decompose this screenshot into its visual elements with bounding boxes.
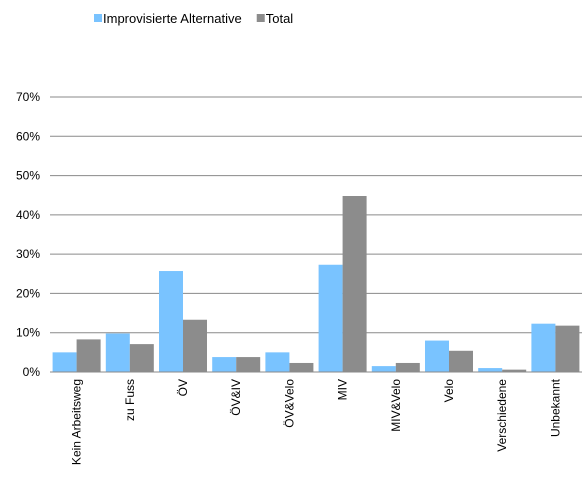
- bar-total: [449, 350, 473, 372]
- x-tick-label: zu Fuss: [123, 379, 137, 421]
- bar-improvisierte-alternative: [105, 333, 130, 372]
- x-tick-label: ÖV&IV: [229, 379, 243, 416]
- bar-total: [129, 344, 154, 372]
- bar-improvisierte-alternative: [371, 366, 396, 372]
- x-tick-label: ÖV&Velo: [282, 379, 296, 428]
- bar-total: [342, 196, 367, 372]
- x-tick-label: Kein Arbeitsweg: [70, 379, 84, 465]
- x-tick-label: ÖV: [176, 379, 190, 396]
- bar-improvisierte-alternative: [478, 368, 503, 372]
- y-tick-label: 40%: [16, 208, 40, 222]
- y-tick-label: 70%: [16, 90, 40, 104]
- bar-total: [183, 319, 207, 372]
- bar-total: [76, 339, 101, 372]
- bars: [52, 196, 580, 372]
- x-tick-label: MIV&Velo: [389, 379, 403, 432]
- y-tick-label: 10%: [16, 326, 40, 340]
- x-tick-label: Velo: [442, 379, 456, 403]
- y-tick-label: 20%: [16, 286, 40, 300]
- bar-total: [289, 362, 314, 372]
- gridlines: [50, 96, 582, 334]
- bar-improvisierte-alternative: [159, 271, 183, 372]
- bar-improvisierte-alternative: [52, 352, 77, 372]
- bar-improvisierte-alternative: [265, 352, 290, 372]
- y-tick-label: 50%: [16, 169, 40, 183]
- x-axis-labels: Kein Arbeitsweg zu Fuss ÖV ÖV&IV ÖV&Velo MIV M…: [70, 378, 563, 465]
- legend-label: Improvisierte Alternative: [103, 11, 242, 26]
- bar-total: [395, 362, 420, 372]
- legend-swatch: [94, 14, 102, 22]
- legend-label: Total: [266, 11, 294, 26]
- bar-improvisierte-alternative: [425, 340, 449, 372]
- bar-total: [502, 369, 527, 372]
- bar-improvisierte-alternative: [212, 357, 237, 372]
- bar-total: [555, 325, 580, 372]
- x-tick-label: Verschiedene: [495, 379, 509, 452]
- bar-improvisierte-alternative: [318, 264, 343, 372]
- x-tick-label: MIV: [336, 379, 350, 400]
- y-tick-label: 30%: [16, 247, 40, 261]
- x-tick-label: Unbekannt: [548, 378, 562, 437]
- legend-swatch: [256, 14, 265, 22]
- legend: Improvisierte Alternative Total: [94, 11, 293, 26]
- y-tick-label: 60%: [16, 129, 40, 143]
- y-tick-label: 0%: [23, 365, 41, 379]
- bar-total: [236, 357, 261, 372]
- y-axis-ticks: 0% 10% 20% 30% 40% 50% 60% 70%: [16, 90, 40, 379]
- bar-improvisierte-alternative: [531, 323, 556, 372]
